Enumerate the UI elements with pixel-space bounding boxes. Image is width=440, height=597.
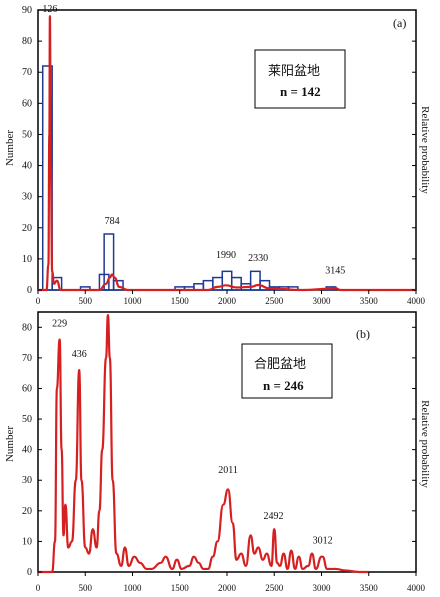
x-tick-label: 1000 [124, 296, 143, 306]
peak-label: 436 [72, 349, 87, 360]
y-tick-label: 80 [22, 322, 32, 333]
y-tick-label: 30 [22, 475, 32, 486]
y-axis-a: 0 10 20 30 40 50 60 70 80 90 [22, 5, 416, 296]
y-tick-label: 10 [22, 536, 32, 547]
peak-labels-a: 126 784 1990 2330 3145 [42, 4, 345, 276]
x-tick-label: 3500 [360, 296, 379, 306]
x-tick-label: 0 [36, 583, 41, 593]
info-box-b [241, 343, 333, 399]
y-tick-label: 90 [22, 5, 32, 16]
y-tick-label: 80 [22, 36, 32, 47]
x-tick-label: 1500 [171, 296, 190, 306]
x-tick-label: 2500 [265, 583, 284, 593]
panel-a: 0 500 1000 1500 2000 2500 3000 3500 4000 0 10 20 30… [4, 4, 431, 306]
probability-curve-a [38, 15, 416, 292]
y-tick-label: 20 [22, 223, 32, 234]
panel-label-b: (b) [356, 327, 370, 341]
x-tick-label: 2000 [218, 296, 237, 306]
y-tick-label: 20 [22, 506, 32, 517]
peak-label: 784 [105, 216, 120, 227]
y-axis-b: 0 10 20 30 40 50 60 70 80 [22, 322, 416, 578]
x-tick-label: 2000 [218, 583, 237, 593]
y-tick-label: 60 [22, 383, 32, 394]
peak-label: 3145 [325, 266, 345, 277]
peak-label: 2330 [248, 253, 268, 264]
info-box-n-a: n = 142 [280, 84, 321, 99]
x-tick-label: 500 [79, 583, 93, 593]
x-tick-label: 500 [79, 296, 93, 306]
x-tick-label: 1500 [171, 583, 190, 593]
histogram-bar [51, 276, 63, 291]
y-tick-label: 70 [22, 353, 32, 364]
x-tick-label: 3000 [313, 296, 332, 306]
y-tick-label: 60 [22, 98, 32, 109]
info-box-n-b: n = 246 [263, 378, 304, 393]
x-tick-label: 2500 [265, 296, 284, 306]
histogram-bar [112, 279, 124, 291]
peak-labels-b: 229 436 2011 2492 3012 [52, 318, 332, 546]
info-box-title-b: 合肥盆地 [254, 357, 306, 372]
x-tick-label: 3000 [313, 583, 332, 593]
peak-label: 229 [52, 318, 67, 329]
y-tick-label: 70 [22, 67, 32, 78]
probability-curve-b [37, 313, 369, 574]
y-tick-label: 40 [22, 445, 32, 456]
x-tick-label: 4000 [407, 296, 426, 306]
y-tick-label: 50 [22, 414, 32, 425]
panel-label-a: (a) [393, 16, 406, 30]
plot-frame-b [37, 311, 417, 573]
probability-line [37, 313, 369, 574]
panel-b: 0 500 1000 1500 2000 2500 3000 3500 4000 0 10 20 30… [4, 311, 431, 593]
y-axis-title-a: Number [4, 130, 16, 166]
x-axis-b: 0 500 1000 1500 2000 2500 3000 3500 4000 [36, 572, 426, 593]
peak-label: 126 [42, 4, 57, 15]
x-axis-a: 0 500 1000 1500 2000 2500 3000 3500 4000 [36, 290, 426, 306]
y-axis-title-right-a: Relative probability [419, 106, 431, 194]
histogram-bar [103, 233, 115, 291]
x-tick-label: 0 [36, 296, 41, 306]
y-axis-title-right-b: Relative probability [419, 400, 431, 488]
peak-label: 3012 [313, 536, 333, 547]
peak-label: 1990 [216, 250, 236, 261]
plot-frame-a [37, 9, 417, 291]
x-tick-label: 1000 [124, 583, 143, 593]
peak-label: 2011 [218, 465, 238, 476]
y-tick-label: 10 [22, 254, 32, 265]
y-tick-label: 0 [27, 285, 32, 296]
y-tick-label: 40 [22, 161, 32, 172]
x-tick-label: 3500 [360, 583, 379, 593]
y-tick-label: 50 [22, 129, 32, 140]
peak-label: 2492 [263, 511, 283, 522]
y-tick-label: 30 [22, 192, 32, 203]
info-box-title-a: 莱阳盆地 [268, 64, 320, 79]
x-tick-label: 4000 [407, 583, 426, 593]
probability-line [38, 15, 416, 292]
y-tick-label: 0 [27, 567, 32, 578]
info-box-a [254, 49, 346, 109]
y-axis-title-b: Number [4, 426, 16, 462]
